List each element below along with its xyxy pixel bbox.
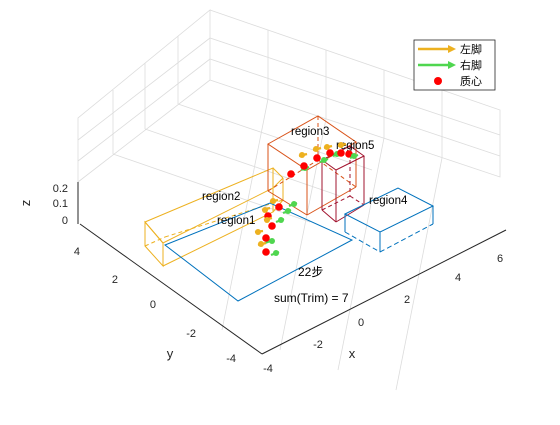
legend-label: 左脚: [460, 42, 482, 56]
floor-grid-line: [337, 137, 385, 371]
right-foot-marker: [264, 238, 275, 245]
y-axis-label: y: [167, 346, 174, 361]
region5-box: [321, 145, 365, 223]
left-foot-marker: [263, 216, 273, 223]
x-tick-label: -2: [313, 339, 323, 351]
y-tick-label: 4: [74, 246, 80, 258]
floor-grid-line: [221, 98, 269, 331]
com-marker: [268, 222, 276, 230]
right-foot-marker: [288, 201, 298, 208]
z-tick-label: 0.1: [53, 198, 68, 210]
y-tick-label: -2: [186, 328, 196, 340]
y-tick-label: 0: [150, 299, 156, 311]
region-label: region2: [202, 191, 240, 203]
x-tick-label: 4: [455, 272, 461, 284]
z-tick-label: 0: [62, 215, 68, 227]
x-tick-label: 2: [404, 294, 410, 306]
legend: 左脚 右脚 质心: [413, 39, 496, 91]
axes-lines: [77, 182, 507, 355]
left-foot-marker: [261, 206, 271, 213]
left-foot-marker: [269, 198, 279, 204]
com-marker: [275, 203, 283, 211]
x-tick-label: 0: [358, 317, 364, 329]
left-foot-marker: [312, 146, 322, 152]
legend-label: 右脚: [460, 58, 482, 72]
com-marker: [345, 150, 353, 158]
x-tick-label: -4: [263, 363, 273, 375]
y-axis-line: [79, 223, 263, 355]
com-marker: [337, 149, 345, 157]
x-axis-label: x: [349, 346, 356, 361]
com-marker: [300, 162, 308, 170]
region4-box: [343, 187, 435, 253]
region1-box: [163, 202, 354, 302]
right-foot-marker: [275, 217, 285, 224]
region-label: region3: [291, 126, 329, 138]
left-foot-marker: [337, 142, 347, 148]
z-tick-label: 0.2: [53, 183, 68, 195]
com-marker: [262, 234, 270, 242]
region-label: region1: [217, 215, 255, 227]
legend-item-com: 质心: [434, 75, 482, 88]
com-marker: [262, 248, 270, 256]
grid-line: [77, 58, 501, 162]
com-marker: [287, 170, 295, 178]
com-marker: [326, 149, 334, 157]
x-tick-labels: -4 -2 0 2 4 6: [263, 253, 503, 375]
legend-item-left-foot: 左脚: [418, 42, 482, 56]
left-foot-marker: [323, 144, 333, 150]
y-tick-label: 2: [112, 274, 118, 286]
z-axis-label: z: [18, 200, 33, 207]
region-label: region4: [369, 195, 408, 207]
y-tick-label: -4: [226, 353, 236, 365]
x-tick-label: 6: [497, 253, 503, 265]
left-foot-marker: [298, 152, 308, 158]
floor-grid-line: [144, 128, 341, 197]
z-tick-labels: 0.2 0.1 0: [53, 183, 68, 227]
right-foot-marker: [349, 153, 359, 160]
right-foot-marker: [282, 208, 292, 215]
back-right-wall: [209, 9, 501, 178]
y-tick-labels: 4 2 0 -2 -4: [74, 246, 236, 365]
floor-grid-line: [112, 153, 311, 223]
steps-annotation: 22步: [298, 265, 323, 279]
right-foot-marker: [270, 250, 280, 257]
left-foot-marker: [254, 229, 264, 235]
sum-trim-annotation: sum(Trim) = 7: [274, 291, 349, 305]
floor-grid-line: [177, 103, 373, 171]
footstep-markers: [254, 142, 359, 257]
com-marker: [313, 154, 321, 162]
left-foot-marker: [257, 241, 267, 247]
grid-line: [77, 37, 501, 141]
back-left-wall: [77, 9, 211, 183]
right-foot-marker: [319, 157, 329, 164]
legend-item-right-foot: 右脚: [418, 58, 482, 72]
x-axis-line: [261, 229, 507, 355]
legend-label: 质心: [460, 75, 482, 88]
